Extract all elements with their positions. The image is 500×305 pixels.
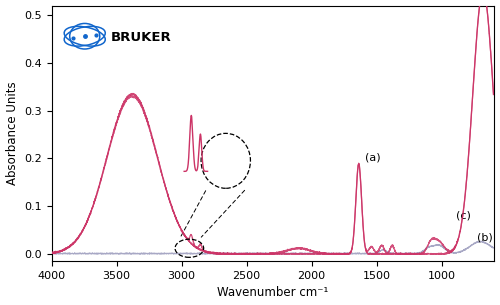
X-axis label: Wavenumber cm⁻¹: Wavenumber cm⁻¹ (217, 286, 328, 300)
Text: (b): (b) (476, 233, 492, 242)
Text: (a): (a) (365, 153, 380, 163)
Text: (c): (c) (456, 210, 470, 220)
Y-axis label: Absorbance Units: Absorbance Units (6, 81, 18, 185)
Text: BRUKER: BRUKER (111, 31, 172, 44)
